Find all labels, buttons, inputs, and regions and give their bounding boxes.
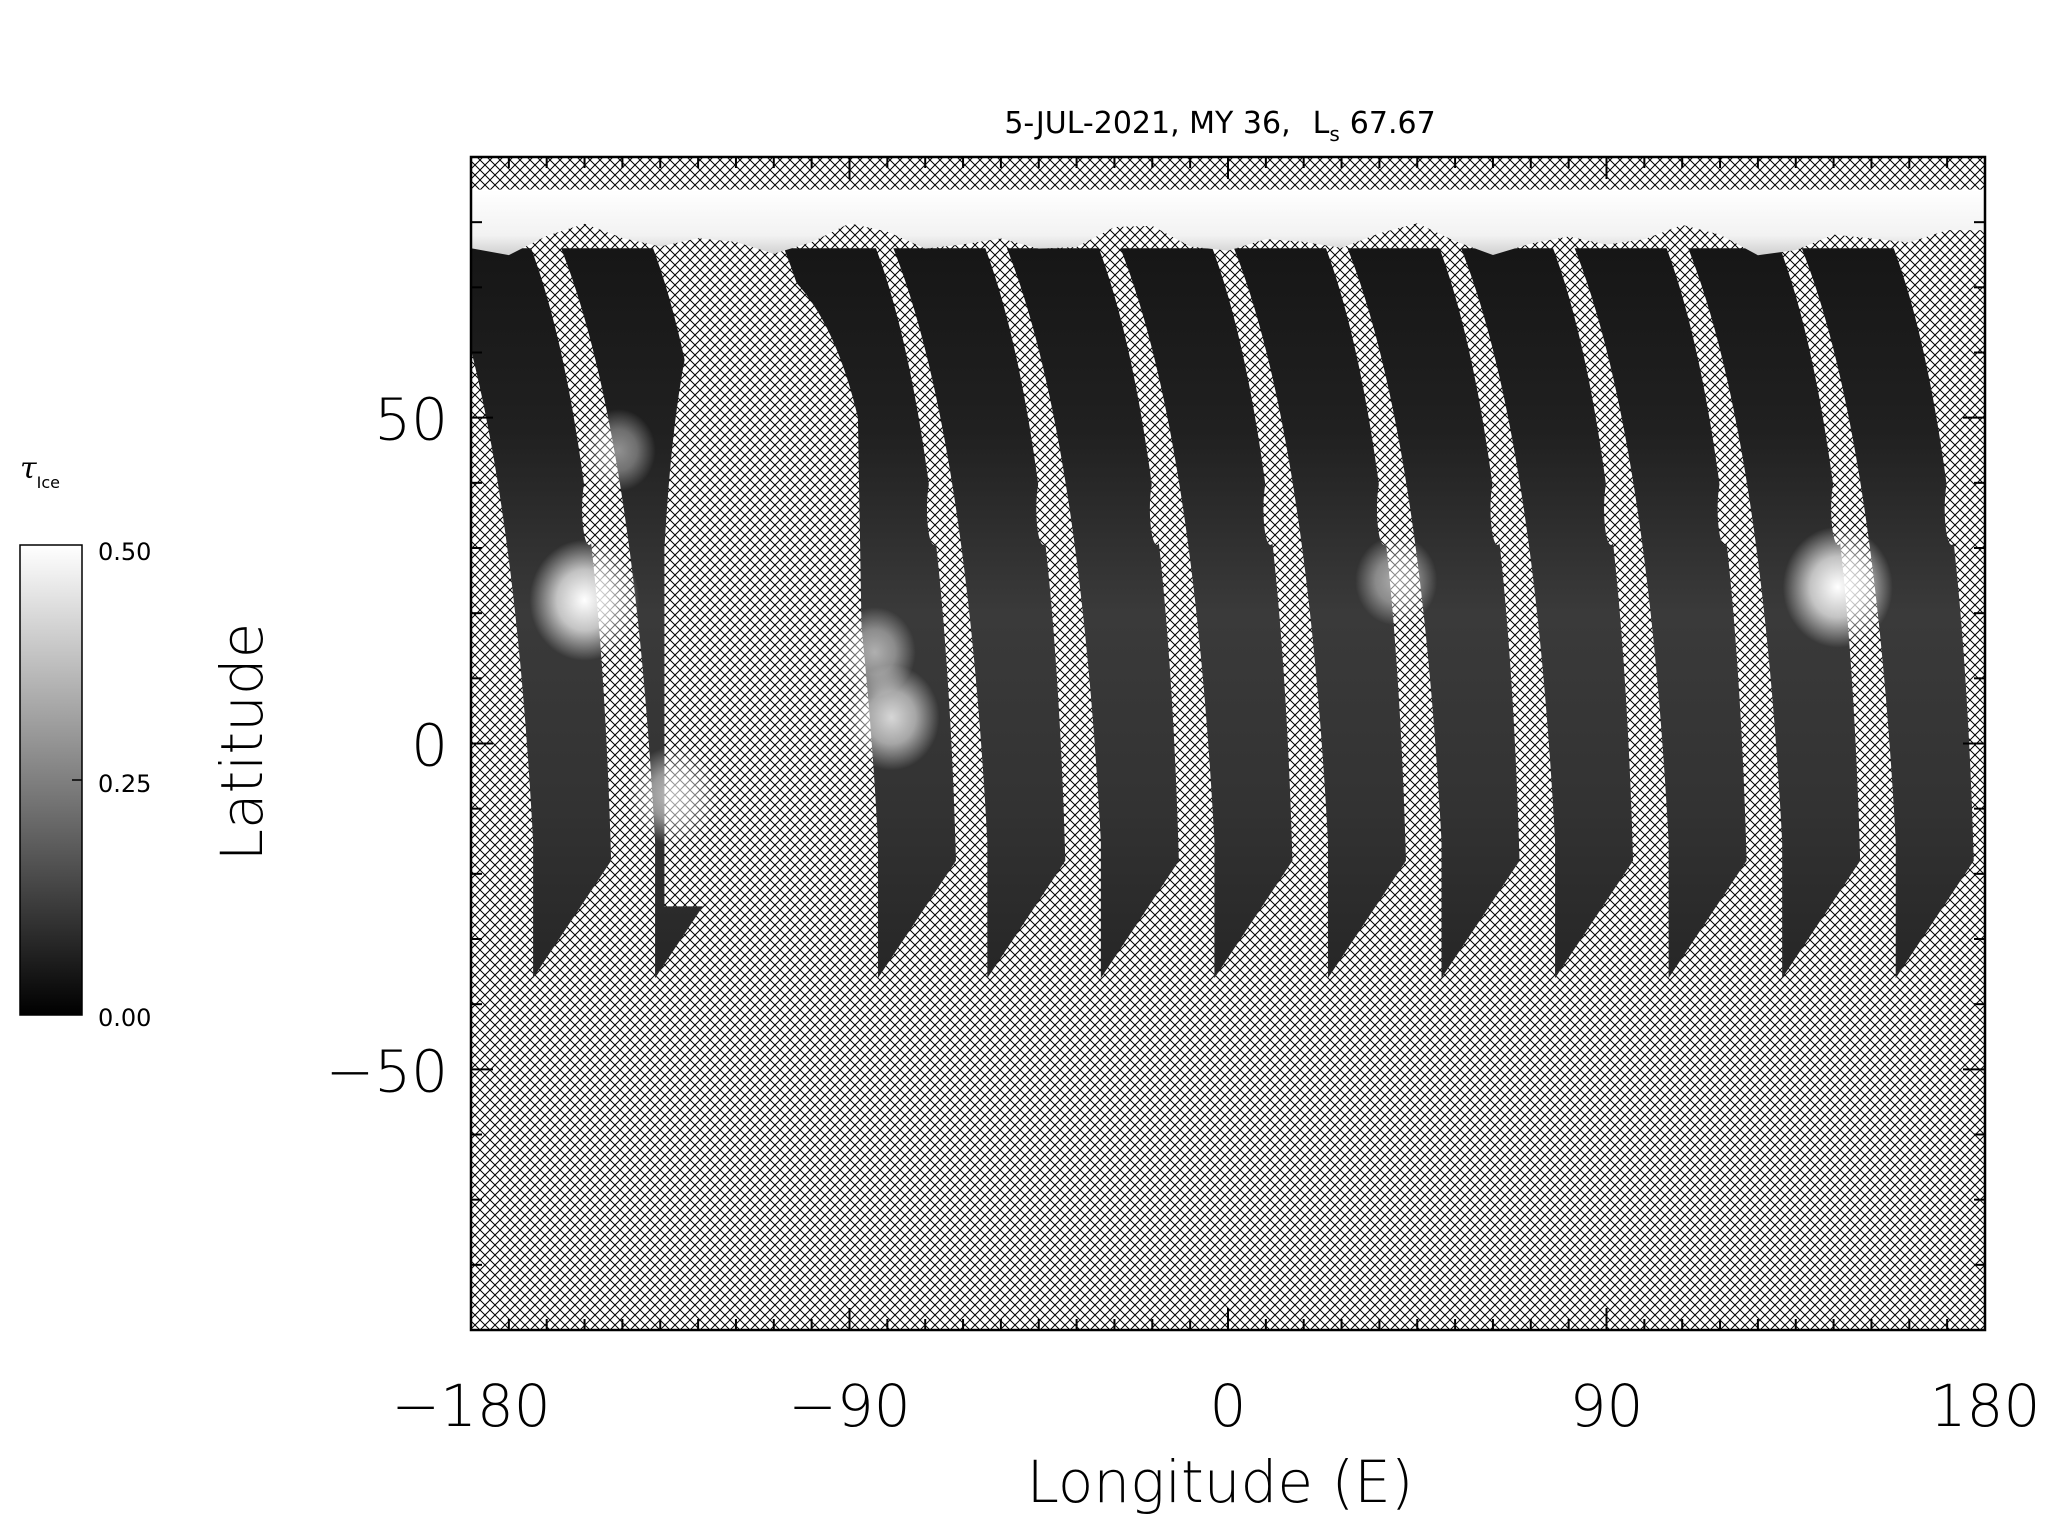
colorbar-title: τIce (20, 451, 60, 492)
swath-gap (1263, 472, 1278, 545)
x-tick-label: −90 (788, 1372, 910, 1440)
colorbar-scale (19, 544, 83, 1016)
ice-cloud (628, 746, 718, 845)
observation-swath (1461, 248, 1634, 979)
swath-gap (1604, 472, 1619, 545)
polar-cap-layer (471, 189, 1985, 256)
observation-swath (1006, 248, 1179, 979)
observation-swath (1688, 248, 1861, 979)
ice-cloud (529, 539, 640, 661)
ice-cloud (580, 409, 656, 492)
colorbar: τIce 0.50 0.25 0.00 (19, 451, 151, 1032)
polar-cap (471, 189, 1985, 256)
y-tick-label: 50 (374, 386, 448, 454)
axis-ticks (470, 156, 1986, 1331)
y-tick-label: 0 (411, 712, 448, 780)
observation-swath (1574, 248, 1747, 979)
swath-gap (1944, 472, 1959, 545)
ice-cloud (1782, 526, 1893, 648)
y-axis-label: Latitude (208, 623, 276, 862)
colorbar-tick-label-mid: 0.25 (98, 770, 151, 798)
observation-swath (893, 248, 1066, 979)
x-tick-label: 180 (1930, 1372, 2041, 1440)
observation-swath (1801, 248, 1974, 979)
chart-title: 5-JUL-2021, MY 36, Ls 67.67 (1004, 106, 1435, 146)
x-tick-label: −180 (391, 1372, 550, 1440)
swath-gap (1376, 472, 1391, 545)
ice-cloud (1355, 535, 1438, 626)
axis-tick-labels: −180 −90 0 90 180 50 0 −50 (326, 386, 2041, 1440)
observation-swath (1233, 248, 1406, 979)
x-axis-label: Longitude (E) (1027, 1448, 1414, 1516)
swath-gap (926, 472, 941, 545)
x-tick-label: 90 (1570, 1372, 1644, 1440)
swath-layer (471, 248, 1974, 979)
cloud-layer (529, 409, 1893, 845)
unobserved-region (664, 248, 867, 907)
colorbar-tick-label-max: 0.50 (98, 538, 151, 566)
ice-cloud (833, 607, 916, 698)
swath-gap (1490, 472, 1505, 545)
observation-swath (1120, 248, 1293, 979)
x-tick-label: 0 (1210, 1372, 1247, 1440)
swath-gap (582, 472, 597, 545)
swath-gap (1149, 472, 1164, 545)
observation-swath (1347, 248, 1520, 979)
swath-gap (1717, 472, 1732, 545)
swath-gap (1036, 472, 1051, 545)
y-tick-label: −50 (326, 1037, 448, 1105)
colorbar-tick-label-min: 0.00 (98, 1004, 151, 1032)
